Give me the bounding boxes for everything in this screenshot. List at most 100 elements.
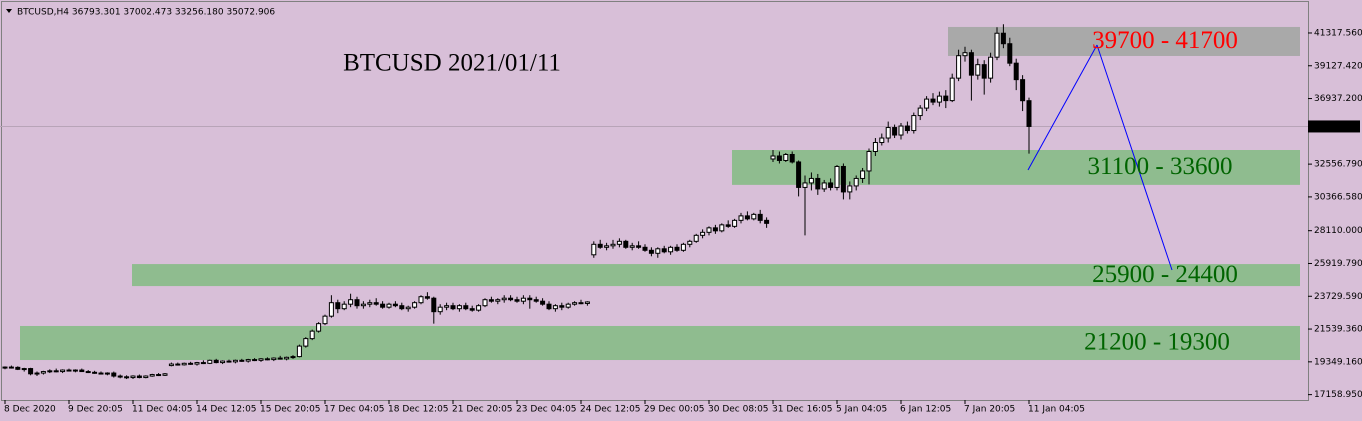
- candle-body: [239, 359, 245, 362]
- candle-body: [546, 303, 552, 310]
- candle-body: [661, 248, 667, 253]
- x-tick-label: 14 Dec 12:05: [196, 405, 257, 415]
- candle-body: [968, 52, 974, 76]
- candle-body: [175, 363, 181, 366]
- candle-body: [911, 115, 917, 132]
- candle-body: [988, 56, 994, 79]
- candle-body: [373, 302, 379, 305]
- candle-body: [738, 215, 744, 221]
- candle-body: [476, 305, 482, 311]
- candle-body: [28, 368, 34, 375]
- x-tick-label: 7 Jan 20:05: [964, 405, 1015, 415]
- y-tick-label: 25919.790: [1314, 259, 1362, 269]
- candle-body: [930, 98, 936, 103]
- candle-body: [674, 246, 680, 251]
- candle-body: [712, 227, 718, 232]
- y-tick-label: 36937.200: [1314, 94, 1362, 104]
- candle-body: [872, 142, 878, 152]
- candle-body: [482, 299, 488, 307]
- candle-body: [802, 182, 808, 188]
- candle-body: [936, 95, 942, 103]
- candle-body: [751, 213, 757, 220]
- x-tick-label: 11 Jan 04:05: [1028, 405, 1085, 415]
- candle-body: [776, 155, 782, 161]
- candle-body: [392, 303, 398, 307]
- candle-body: [149, 374, 155, 377]
- zone-label: 21200 - 19300: [1084, 329, 1230, 356]
- candle-body: [680, 243, 686, 251]
- candle-body: [367, 302, 373, 305]
- candle-body: [40, 371, 46, 374]
- x-tick-label: 6 Jan 12:05: [900, 405, 951, 415]
- candle-body: [885, 127, 891, 139]
- candle-body: [335, 302, 341, 310]
- candle-body: [981, 64, 987, 79]
- candle-body: [162, 373, 168, 376]
- candle-body: [815, 177, 821, 190]
- candle-body: [444, 305, 450, 308]
- candle-body: [789, 153, 795, 163]
- candle-body: [565, 303, 571, 308]
- candle-body: [111, 372, 117, 377]
- candle-body: [508, 297, 514, 301]
- candle-body: [21, 368, 27, 371]
- candle-body: [85, 371, 91, 374]
- candle-body: [520, 297, 526, 302]
- candle-body: [572, 302, 578, 305]
- zone: [132, 264, 1300, 287]
- candle-body: [687, 240, 693, 245]
- candle-body: [642, 246, 648, 251]
- candle-body: [732, 219, 738, 227]
- zone: [20, 325, 1300, 361]
- candle-body: [898, 125, 904, 136]
- candle-body: [552, 305, 558, 310]
- y-tick-label: 28110.000: [1314, 226, 1362, 236]
- candle-body: [72, 369, 78, 372]
- candle-body: [783, 153, 789, 161]
- candle-body: [328, 302, 334, 317]
- candle-body: [405, 306, 411, 310]
- x-tick-label: 29 Dec 00:05: [644, 405, 705, 415]
- candle-body: [853, 177, 859, 187]
- candle-body: [924, 98, 930, 109]
- candle-body: [764, 219, 770, 224]
- candle-body: [744, 215, 750, 220]
- y-tick-label: 19349.160: [1314, 357, 1362, 367]
- x-tick-label: 30 Dec 08:05: [708, 405, 769, 415]
- candle-body: [117, 375, 123, 378]
- candle-body: [232, 359, 238, 363]
- candles: [2, 24, 1032, 380]
- plot-frame: [1, 1, 1309, 401]
- candle-body: [559, 305, 565, 308]
- candle-body: [1000, 32, 1006, 45]
- candle-body: [655, 248, 661, 254]
- candle-body: [79, 369, 85, 373]
- y-tick-label: 32556.790: [1314, 160, 1362, 170]
- candle-body: [316, 323, 322, 332]
- candle-body: [47, 370, 53, 373]
- candle-body: [770, 155, 776, 160]
- candle-body: [821, 182, 827, 190]
- candle-body: [719, 224, 725, 232]
- x-tick-label: 9 Dec 20:05: [68, 405, 123, 415]
- candle-body: [124, 376, 130, 379]
- candle-body: [527, 297, 533, 301]
- candle-body: [540, 300, 546, 305]
- zone: [732, 150, 1300, 185]
- x-tick-label: 15 Dec 20:05: [260, 405, 321, 415]
- candle-body: [341, 303, 347, 310]
- candle-body: [380, 303, 386, 308]
- candle-body: [213, 359, 219, 364]
- candle-body: [975, 64, 981, 76]
- menu-arrow: [6, 9, 12, 13]
- x-tick-label: 8 Dec 2020: [4, 405, 56, 415]
- candle-body: [2, 366, 8, 369]
- candle-body: [418, 296, 424, 304]
- candle-body: [322, 315, 328, 325]
- candle-body: [360, 303, 366, 307]
- candle-body: [1013, 62, 1019, 81]
- x-tick-label: 24 Dec 12:05: [580, 405, 641, 415]
- candle-body: [514, 299, 520, 302]
- candle-body: [840, 165, 846, 193]
- candle-body: [604, 245, 610, 248]
